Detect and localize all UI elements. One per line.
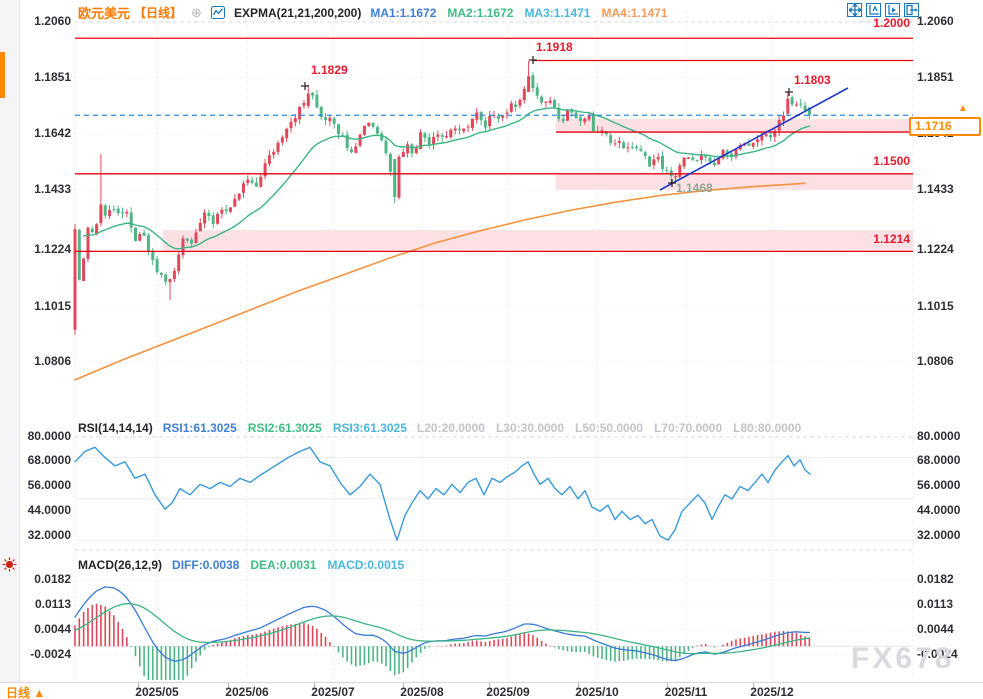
- rsi-title: RSI(14,14,14): [78, 421, 153, 435]
- price-tick-label: 1.2060: [917, 14, 954, 28]
- macd-tick-label: 0.0182: [917, 572, 954, 586]
- rsi-level: L50:50.0000: [575, 421, 644, 435]
- rsi-levels: L20:20.0000 L30:30.0000 L50:50.0000 L70:70.…: [417, 421, 801, 435]
- left-rail: [0, 0, 20, 682]
- price-tick-label: 1.1015: [34, 299, 71, 313]
- rsi-tick-label: 56.0000: [917, 478, 961, 492]
- date-tick-label: 2025/11: [664, 685, 708, 699]
- date-tick-label: 2025/06: [225, 685, 269, 699]
- macd-header: MACD(26,12,9) DIFF:0.0038 DEA:0.0031 MACD:…: [78, 558, 404, 572]
- current-price-badge: 1.1716: [909, 117, 981, 136]
- macd-value: DEA:0.0031: [250, 558, 317, 572]
- price-tick-label: 1.1224: [917, 242, 954, 256]
- price-tick-label: 1.1851: [34, 70, 71, 84]
- ma-values: MA1:1.1672 MA2:1.1672 MA3:1.1471 MA4:1.1471: [370, 6, 667, 20]
- rsi-value: RSI1:61.3025: [162, 421, 237, 435]
- rsi-level: L70:70.0000: [654, 421, 723, 435]
- macd-tick-label: 0.0113: [34, 597, 71, 611]
- rsi-header: RSI(14,14,14) RSI1:61.3025 RSI2:61.3025 RS…: [78, 421, 801, 435]
- price-up-arrow-icon: ▲: [958, 103, 968, 114]
- price-level-label: 1.1918: [536, 40, 573, 54]
- date-tick-mark: [489, 683, 490, 687]
- chart-toolbar: [847, 3, 919, 17]
- price-tick-label: 1.1851: [917, 70, 954, 84]
- date-tick-mark: [578, 683, 579, 687]
- macd-tick-label: 0.0113: [917, 597, 954, 611]
- price-level-label: 1.1214: [873, 232, 910, 246]
- rsi-level: L30:30.0000: [495, 421, 565, 435]
- rsi-values: RSI1:61.3025 RSI2:61.3025 RSI3:61.3025: [163, 421, 407, 435]
- watermark: FX678: [851, 642, 955, 675]
- rsi-tick-label: 68.0000: [917, 453, 961, 467]
- period-selector[interactable]: 日线 ▲: [6, 686, 46, 699]
- rsi-tick-label: 80.0000: [27, 429, 71, 443]
- price-level-label: 1.1500: [873, 154, 910, 168]
- date-tick-label: 2025/08: [400, 685, 444, 699]
- price-tick-label: 1.2060: [34, 14, 71, 28]
- period-label: 【日线】: [134, 6, 183, 20]
- macd-tick-label: -0.0024: [30, 647, 71, 661]
- rsi-level: L20:20.0000: [416, 421, 485, 435]
- price-tick-label: 1.1015: [917, 299, 954, 313]
- macd-tick-label: 0.0044: [917, 622, 954, 636]
- macd-tick-label: 0.0182: [34, 572, 71, 586]
- macd-value: DIFF:0.0038: [172, 558, 240, 572]
- macd-value: MACD:0.0015: [327, 558, 405, 572]
- ma-value: MA4:1.1471: [601, 5, 668, 20]
- price-tick-label: 1.1433: [917, 182, 954, 196]
- date-tick-label: 2025/12: [750, 685, 794, 699]
- date-tick-label: 2025/10: [575, 685, 619, 699]
- price-level-label: 1.2000: [873, 16, 910, 30]
- left-scroll-thumb[interactable]: [0, 52, 5, 98]
- time-axis-bar: 2025/05 2025/06 2025/07 2025/08 2025/09 2025/…: [0, 682, 983, 699]
- collapse-panel-icon[interactable]: [904, 3, 919, 17]
- play-latest-icon[interactable]: [885, 3, 900, 17]
- chart-type-icon[interactable]: [210, 6, 225, 19]
- macd-values: DIFF:0.0038 DEA:0.0031 MACD:0.0015: [172, 558, 404, 572]
- macd-tick-label: -0.0024: [917, 647, 958, 661]
- date-tick-mark: [138, 683, 139, 687]
- symbol-name: 欧元美元: [78, 6, 131, 21]
- date-tick-mark: [403, 683, 404, 687]
- date-tick-label: 2025/09: [486, 685, 530, 699]
- rsi-value: RSI3:61.3025: [332, 421, 407, 435]
- rsi-tick-label: 44.0000: [27, 503, 71, 517]
- rsi-tick-label: 68.0000: [27, 453, 71, 467]
- rsi-tick-label: 80.0000: [917, 429, 961, 443]
- rsi-tick-label: 32.0000: [917, 528, 961, 542]
- price-level-label: 1.1803: [794, 73, 831, 87]
- rsi-level: L80:80.0000: [733, 421, 802, 435]
- date-tick-label: 2025/07: [311, 685, 355, 699]
- price-tick-label: 1.1642: [34, 126, 71, 140]
- price-tick-label: 1.1224: [34, 242, 71, 256]
- link-icon[interactable]: ⊕: [191, 5, 202, 20]
- price-level-label: 1.1468: [676, 181, 713, 195]
- chart-header: 欧元美元 【日线】 ⊕ EXPMA(21,21,200,200) MA1:1.1…: [78, 3, 668, 22]
- price-level-label: 1.1829: [311, 63, 348, 77]
- macd-title: MACD(26,12,9): [78, 558, 163, 572]
- rsi-value: RSI2:61.3025: [247, 421, 322, 435]
- date-tick-label: 2025/05: [135, 685, 179, 699]
- date-tick-mark: [228, 683, 229, 687]
- date-tick-mark: [667, 683, 668, 687]
- indicator-settings-icon[interactable]: [2, 557, 17, 577]
- macd-tick-label: 0.0044: [34, 622, 71, 636]
- indicator-name: EXPMA(21,21,200,200): [233, 5, 362, 20]
- rsi-tick-label: 32.0000: [27, 528, 71, 542]
- rsi-tick-label: 44.0000: [917, 503, 961, 517]
- price-tick-label: 1.0806: [917, 354, 954, 368]
- fit-axis-icon[interactable]: [866, 3, 881, 17]
- date-tick-mark: [753, 683, 754, 687]
- price-tick-label: 1.1433: [34, 182, 71, 196]
- date-tick-mark: [314, 683, 315, 687]
- pan-icon[interactable]: [847, 3, 862, 17]
- ma-value: MA1:1.1672: [370, 5, 437, 20]
- ma-value: MA3:1.1471: [524, 5, 591, 20]
- ma-value: MA2:1.1672: [447, 5, 514, 20]
- price-tick-label: 1.0806: [34, 354, 71, 368]
- rsi-tick-label: 56.0000: [27, 478, 71, 492]
